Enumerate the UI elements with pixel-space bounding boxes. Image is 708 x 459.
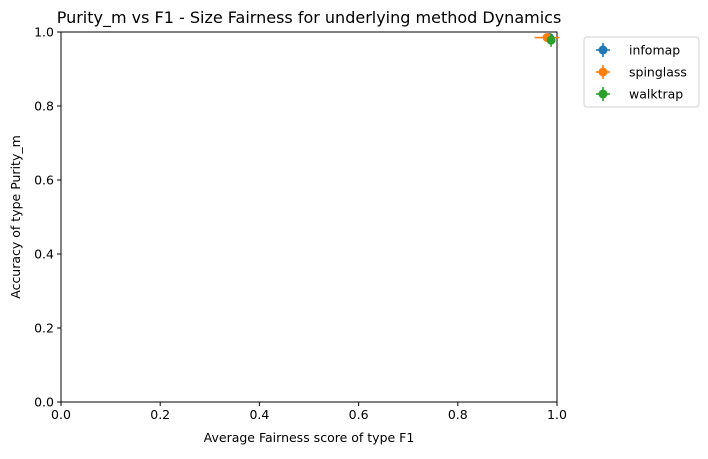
y-tick-label: 0.6 <box>34 173 54 188</box>
chart-title: Purity_m vs F1 - Size Fairness for under… <box>57 8 562 28</box>
legend-marker <box>598 89 608 99</box>
y-tick-label: 0.0 <box>34 395 54 410</box>
legend: infomap spinglass walktrap <box>583 36 700 108</box>
legend-marker <box>598 67 608 77</box>
plot-frame <box>60 31 558 403</box>
y-tick-label: 0.8 <box>34 99 54 114</box>
legend-box <box>583 36 700 108</box>
x-tick-label: 0.4 <box>249 407 269 422</box>
legend-label-walktrap: walktrap <box>629 87 683 102</box>
y-tick-label: 0.4 <box>34 247 54 262</box>
legend-label-spinglass: spinglass <box>629 65 687 80</box>
legend-label-infomap: infomap <box>629 43 680 58</box>
x-tick-label: 0.8 <box>448 407 468 422</box>
plot-area: 0.0 0.2 0.4 0.6 0.8 1.0 0.0 0.2 0.4 0.6 0.8 1.0 <box>34 25 567 423</box>
x-tick-label: 1.0 <box>547 407 567 422</box>
series-walktrap <box>546 33 556 47</box>
y-tick-label: 0.2 <box>34 321 54 336</box>
legend-marker <box>598 45 608 55</box>
x-tick-label: 0.0 <box>51 407 71 422</box>
x-tick-label: 0.2 <box>150 407 170 422</box>
y-axis-label: Accuracy of type Purity_m <box>8 135 23 299</box>
data-point <box>546 35 556 45</box>
x-tick-label: 0.6 <box>349 407 369 422</box>
x-axis-label: Average Fairness score of type F1 <box>204 430 415 445</box>
y-tick-label: 1.0 <box>34 25 54 40</box>
